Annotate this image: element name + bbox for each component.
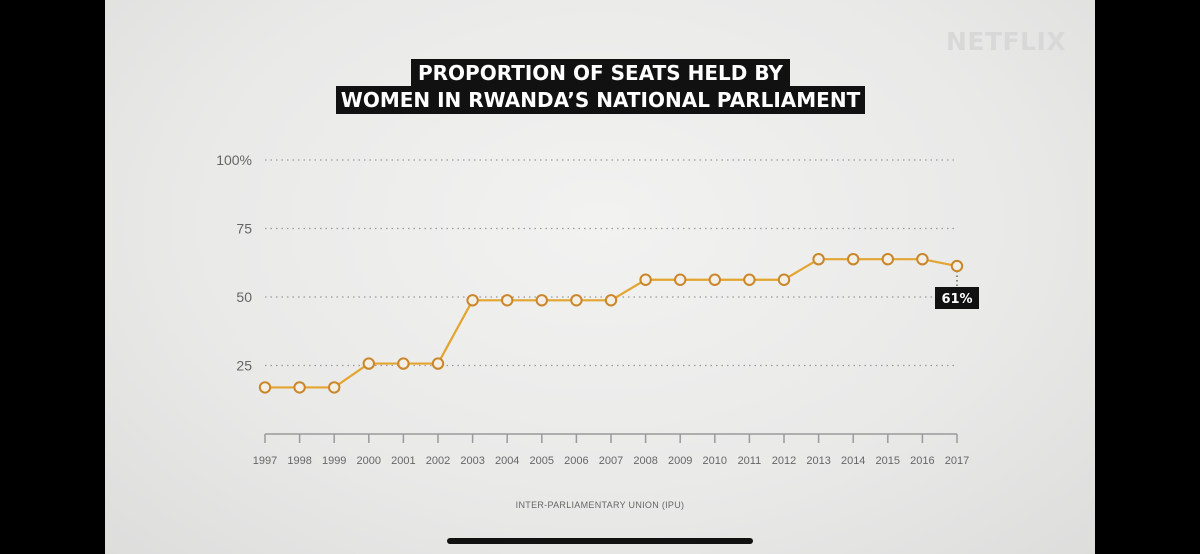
data-point	[328, 381, 341, 394]
x-tick-label: 2002	[426, 455, 450, 467]
data-point	[293, 381, 306, 394]
data-point	[950, 259, 964, 273]
y-tick-label: 100%	[216, 152, 252, 168]
data-point	[812, 252, 825, 266]
data-point	[881, 252, 894, 266]
data-point	[743, 273, 756, 286]
x-tick-label: 2014	[841, 455, 865, 467]
x-tick-label: 1998	[287, 455, 311, 467]
home-indicator[interactable]	[447, 538, 753, 544]
data-point	[639, 273, 652, 286]
chart-source: INTER-PARLIAMENTARY UNION (IPU)	[515, 500, 685, 510]
data-point	[397, 357, 410, 370]
x-tick-label: 2015	[876, 455, 900, 467]
x-tick-label: 2009	[668, 455, 692, 467]
x-tick-label: 2003	[460, 455, 484, 467]
x-tick-label: 2008	[633, 455, 657, 467]
data-point	[777, 273, 791, 286]
x-tick-label: 2007	[599, 455, 623, 467]
x-tick-label: 2006	[564, 455, 588, 467]
y-tick-label: 50	[236, 289, 252, 305]
data-point	[431, 357, 445, 370]
x-tick-label: 2005	[530, 455, 554, 467]
data-point	[362, 357, 375, 370]
x-tick-label: 2001	[391, 455, 415, 467]
data-point	[466, 294, 479, 307]
data-point	[258, 381, 272, 394]
annotation-box	[935, 287, 979, 309]
letterbox-right	[1095, 0, 1200, 554]
data-point	[535, 294, 548, 307]
annotation-label: 61%	[941, 292, 972, 307]
x-tick-label: 2011	[738, 455, 762, 467]
data-point	[570, 294, 583, 307]
letterbox-left	[0, 0, 105, 554]
chart-title-line-2: WOMEN IN RWANDA’S NATIONAL PARLIAMENT	[336, 86, 865, 114]
data-point	[708, 273, 721, 286]
chart-title-line-1: PROPORTION OF SEATS HELD BY	[411, 59, 790, 87]
x-tick-label: 2017	[945, 455, 969, 467]
x-tick-label: 2016	[910, 455, 934, 467]
x-tick-label: 1999	[322, 455, 346, 467]
data-point	[847, 252, 860, 266]
x-tick-label: 2000	[357, 455, 381, 467]
data-point	[916, 252, 929, 266]
x-tick-label: 2004	[495, 455, 519, 467]
brand-logo: NETFLIX	[946, 27, 1067, 56]
y-tick-label: 75	[236, 221, 252, 237]
x-tick-label: 1997	[253, 455, 277, 467]
x-tick-label: 2013	[806, 455, 830, 467]
data-point	[674, 273, 687, 286]
y-tick-label: 25	[236, 358, 252, 374]
data-point	[501, 294, 514, 307]
x-tick-label: 2010	[703, 455, 727, 467]
x-tick-label: 2012	[772, 455, 796, 467]
data-point	[604, 294, 618, 307]
